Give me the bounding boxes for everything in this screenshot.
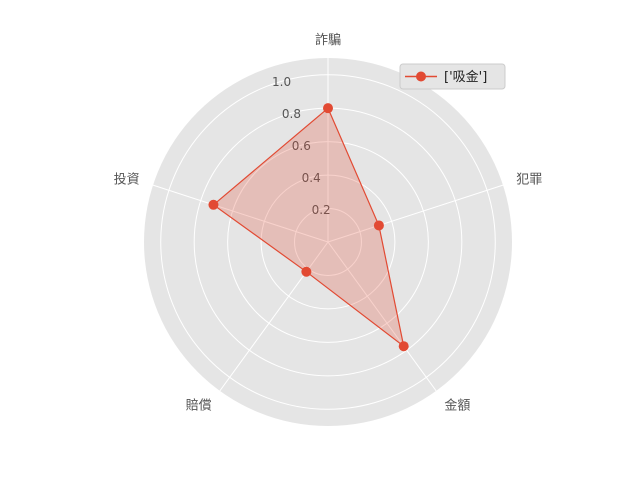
data-point xyxy=(323,103,333,114)
category-label: 詐騙 xyxy=(315,32,341,48)
radial-tick-label: 1.0 xyxy=(272,75,291,89)
data-point xyxy=(398,341,409,352)
radial-tick-label: 0.8 xyxy=(282,107,301,121)
series-line xyxy=(212,107,405,348)
legend-box xyxy=(399,63,506,90)
radial-tick-label: 0.2 xyxy=(312,203,331,217)
spoke-line xyxy=(152,184,329,243)
radial-tick-labels: 0.2 0.4 0.6 0.8 1.0 xyxy=(272,75,331,217)
series-fill xyxy=(213,108,404,347)
spoke-line xyxy=(327,184,504,243)
legend-point-marker xyxy=(416,71,426,82)
radial-tick-label: 0.6 xyxy=(292,139,311,153)
legend: ['吸金'] xyxy=(399,63,506,90)
data-point xyxy=(301,266,312,277)
category-label: 犯罪 xyxy=(516,173,542,188)
angular-grid xyxy=(152,58,504,392)
series-layer xyxy=(208,103,409,352)
category-label: 賠償 xyxy=(186,398,212,413)
radial-tick-label: 0.4 xyxy=(302,171,321,185)
data-point xyxy=(373,220,384,231)
spoke-line xyxy=(327,241,437,392)
legend-label: ['吸金'] xyxy=(444,69,487,85)
spoke-line xyxy=(219,241,329,392)
category-label: 投資 xyxy=(114,172,140,188)
data-point xyxy=(208,199,219,210)
category-label: 金額 xyxy=(444,397,470,413)
